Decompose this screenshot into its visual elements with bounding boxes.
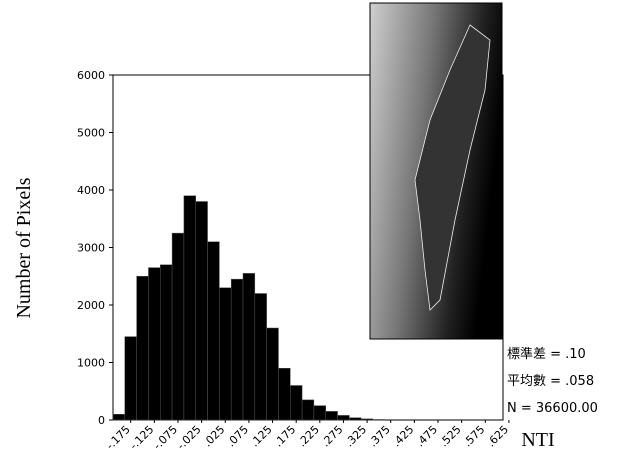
y-tick-label: 3000 — [77, 242, 105, 255]
bar — [171, 232, 185, 421]
y-tick-label: 1000 — [77, 357, 105, 370]
bar — [195, 201, 208, 421]
bar — [160, 264, 173, 421]
stat-label: 平均數 = .058 — [507, 374, 594, 389]
y-axis-label: Number of Pixels — [13, 177, 35, 318]
x-tick-label: .425 — [390, 423, 417, 450]
stat-label: 標準差 = .10 — [507, 346, 586, 362]
x-tick-label: .225 — [295, 423, 322, 450]
x-tick-label: .125 — [248, 423, 275, 450]
bar — [313, 405, 326, 421]
y-tick-label: 4000 — [77, 184, 105, 197]
bar — [136, 276, 149, 421]
bar — [325, 411, 338, 421]
bar — [301, 399, 315, 421]
x-tick-label: -.025 — [174, 423, 203, 452]
x-tick-label: .275 — [319, 423, 346, 450]
bar — [290, 385, 303, 421]
bar — [266, 327, 279, 421]
x-tick-label: .025 — [201, 423, 228, 450]
inset-image — [369, 2, 503, 340]
bar — [254, 293, 267, 421]
x-tick-label: -.175 — [104, 423, 133, 452]
y-tick-label: 2000 — [77, 299, 105, 312]
x-tick-label: .175 — [272, 423, 299, 450]
x-tick-label: .525 — [437, 423, 464, 450]
x-tick-label: .375 — [366, 423, 393, 450]
bar — [124, 336, 137, 421]
bar — [148, 267, 161, 421]
y-tick-label: 0 — [98, 414, 105, 427]
bar — [230, 278, 244, 421]
x-axis-label: NTI — [521, 429, 554, 451]
bar — [242, 273, 256, 421]
bar — [337, 415, 350, 421]
stat-label: N = 36600.00 — [507, 401, 598, 416]
bar — [183, 195, 196, 421]
bar — [360, 418, 374, 421]
bar — [112, 414, 126, 421]
x-tick-label: .325 — [343, 423, 370, 450]
bar — [219, 287, 232, 421]
bar — [372, 419, 386, 421]
bar — [349, 417, 362, 421]
y-tick-label: 6000 — [77, 69, 105, 82]
x-tick-label: -.125 — [127, 423, 156, 452]
bar — [278, 368, 291, 421]
x-tick-label: .625 — [485, 423, 512, 450]
x-tick-label: .075 — [225, 423, 252, 450]
x-tick-label: -.075 — [151, 423, 180, 452]
bar — [207, 241, 220, 421]
y-tick-label: 5000 — [77, 127, 105, 140]
x-tick-label: .575 — [461, 423, 488, 450]
x-tick-label: .475 — [414, 423, 441, 450]
